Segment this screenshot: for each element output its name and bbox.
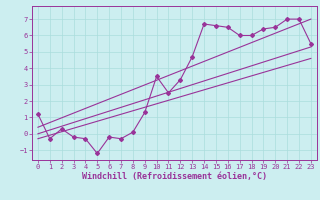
X-axis label: Windchill (Refroidissement éolien,°C): Windchill (Refroidissement éolien,°C): [82, 172, 267, 181]
